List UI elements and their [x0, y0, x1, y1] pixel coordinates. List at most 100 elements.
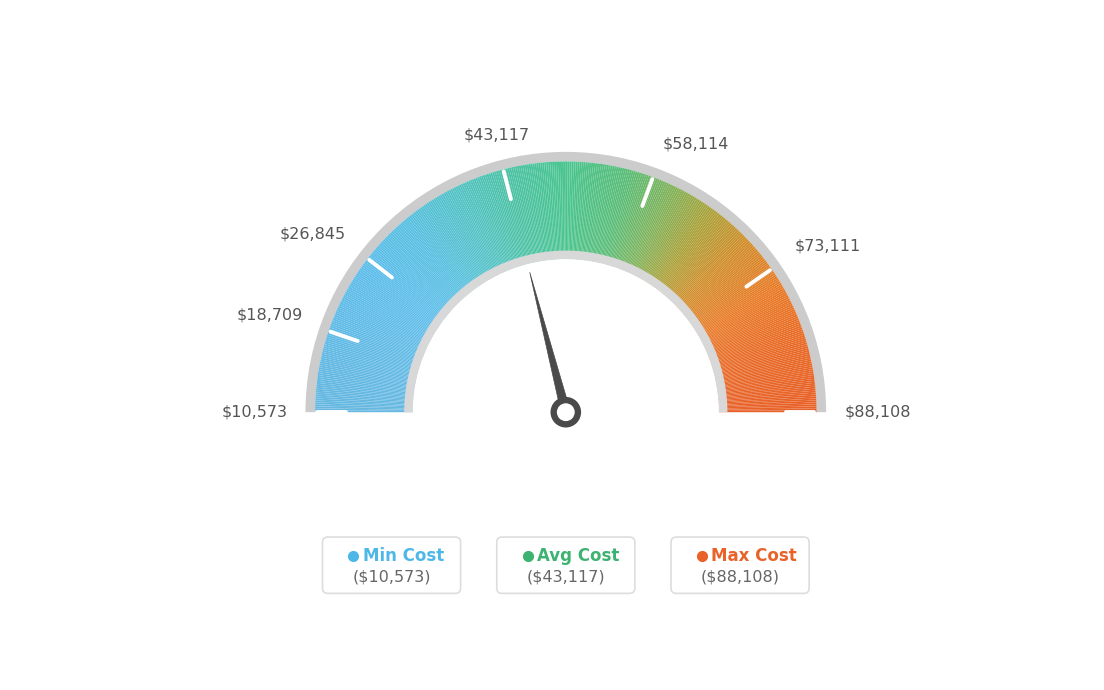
Wedge shape	[456, 186, 500, 275]
Wedge shape	[318, 373, 415, 389]
Wedge shape	[702, 300, 790, 345]
Wedge shape	[645, 197, 697, 282]
Wedge shape	[718, 385, 815, 397]
Wedge shape	[490, 172, 521, 266]
Wedge shape	[702, 298, 790, 344]
Wedge shape	[598, 167, 620, 263]
Wedge shape	[596, 166, 617, 262]
Wedge shape	[445, 192, 493, 278]
Wedge shape	[317, 385, 414, 397]
Wedge shape	[323, 344, 418, 372]
Wedge shape	[584, 163, 597, 260]
Wedge shape	[337, 307, 427, 349]
Wedge shape	[470, 180, 508, 271]
Wedge shape	[719, 404, 817, 408]
Wedge shape	[678, 241, 750, 308]
Wedge shape	[609, 172, 639, 266]
Wedge shape	[705, 309, 795, 351]
Wedge shape	[322, 352, 417, 377]
Wedge shape	[696, 278, 778, 331]
Wedge shape	[479, 176, 514, 268]
Wedge shape	[641, 195, 692, 280]
Wedge shape	[649, 201, 703, 284]
Wedge shape	[627, 182, 667, 273]
Wedge shape	[447, 190, 495, 277]
Wedge shape	[592, 165, 611, 262]
Wedge shape	[676, 237, 747, 306]
Wedge shape	[474, 178, 510, 270]
Wedge shape	[442, 193, 491, 279]
Wedge shape	[326, 339, 420, 368]
Wedge shape	[615, 175, 649, 268]
Wedge shape	[714, 350, 809, 375]
Wedge shape	[374, 249, 449, 314]
Wedge shape	[708, 318, 799, 356]
Wedge shape	[597, 167, 618, 263]
Wedge shape	[369, 255, 446, 317]
Wedge shape	[362, 265, 442, 323]
FancyBboxPatch shape	[497, 537, 635, 593]
Wedge shape	[352, 279, 436, 333]
Wedge shape	[341, 300, 429, 345]
Wedge shape	[658, 212, 718, 290]
Wedge shape	[388, 235, 457, 305]
Wedge shape	[671, 230, 741, 302]
Wedge shape	[603, 169, 628, 264]
Wedge shape	[654, 207, 712, 288]
Wedge shape	[524, 164, 542, 262]
Wedge shape	[353, 278, 436, 331]
Wedge shape	[613, 174, 645, 267]
Wedge shape	[704, 306, 794, 348]
Wedge shape	[659, 214, 721, 292]
Wedge shape	[506, 168, 530, 264]
Wedge shape	[433, 199, 486, 282]
Wedge shape	[590, 164, 607, 262]
Wedge shape	[376, 246, 452, 312]
Wedge shape	[390, 232, 459, 303]
Wedge shape	[718, 381, 815, 394]
Wedge shape	[558, 161, 562, 259]
Wedge shape	[358, 271, 439, 327]
Wedge shape	[599, 168, 623, 263]
Wedge shape	[713, 346, 808, 373]
Wedge shape	[321, 354, 417, 377]
Wedge shape	[511, 167, 533, 263]
Wedge shape	[342, 297, 431, 343]
Wedge shape	[694, 276, 777, 331]
Wedge shape	[652, 206, 710, 287]
Wedge shape	[594, 166, 615, 262]
Wedge shape	[719, 397, 816, 404]
Wedge shape	[633, 187, 678, 275]
Wedge shape	[331, 322, 423, 358]
Wedge shape	[710, 326, 802, 360]
Wedge shape	[517, 166, 538, 262]
Wedge shape	[327, 335, 421, 366]
Wedge shape	[682, 249, 757, 314]
Wedge shape	[329, 327, 422, 362]
Wedge shape	[564, 161, 565, 259]
Wedge shape	[532, 164, 546, 261]
Wedge shape	[692, 270, 773, 326]
Wedge shape	[680, 246, 755, 312]
Wedge shape	[593, 166, 613, 262]
Wedge shape	[452, 188, 498, 276]
Wedge shape	[638, 192, 687, 278]
Wedge shape	[315, 404, 413, 408]
Wedge shape	[719, 408, 817, 411]
Wedge shape	[562, 161, 564, 259]
Wedge shape	[659, 213, 720, 291]
Wedge shape	[719, 400, 816, 406]
Wedge shape	[656, 209, 714, 289]
Wedge shape	[378, 245, 452, 311]
Wedge shape	[608, 171, 638, 266]
Wedge shape	[606, 170, 634, 265]
Wedge shape	[382, 241, 454, 308]
Wedge shape	[611, 172, 641, 266]
Wedge shape	[521, 165, 540, 262]
Wedge shape	[712, 339, 806, 368]
Wedge shape	[629, 184, 671, 273]
Wedge shape	[626, 181, 666, 272]
Wedge shape	[670, 228, 737, 301]
Wedge shape	[488, 173, 520, 266]
Wedge shape	[335, 313, 425, 353]
